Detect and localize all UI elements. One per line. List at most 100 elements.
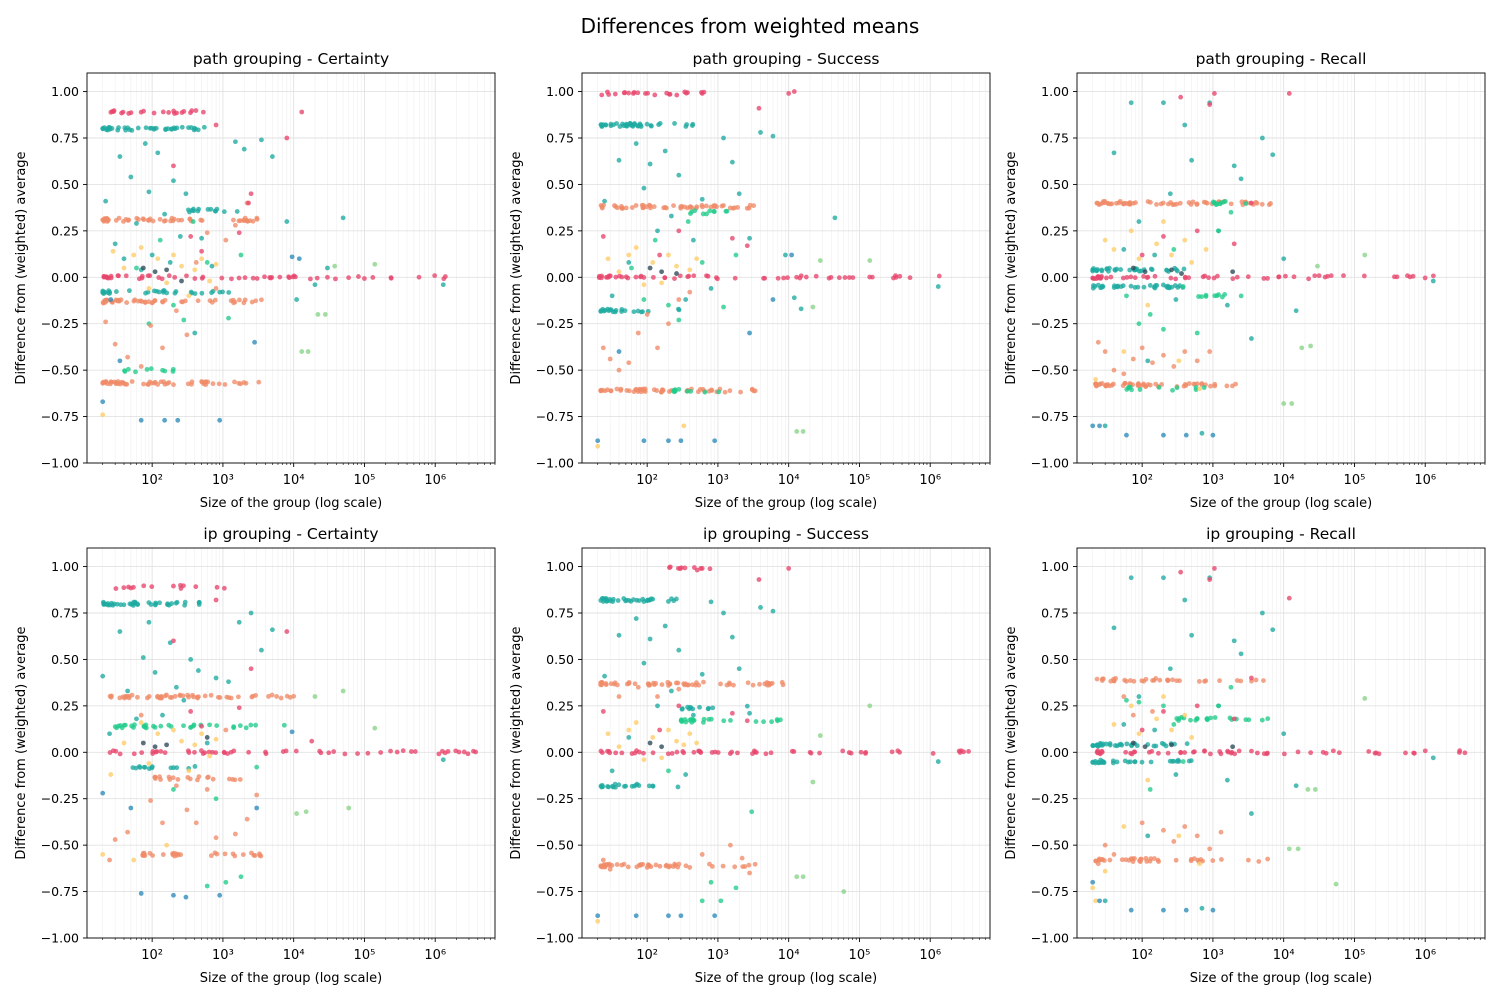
data-point — [1145, 833, 1151, 839]
data-point — [121, 265, 127, 271]
data-point — [122, 125, 128, 131]
data-point — [1147, 787, 1153, 792]
data-point — [1103, 383, 1108, 389]
data-point — [659, 744, 665, 750]
data-point — [1336, 750, 1342, 756]
data-point — [142, 764, 148, 770]
data-point — [453, 748, 459, 754]
grid — [582, 73, 991, 464]
data-point — [654, 388, 660, 393]
data-point — [600, 709, 606, 714]
y-tick-label: 0.00 — [546, 270, 574, 285]
data-point — [1204, 716, 1210, 721]
data-point — [836, 275, 842, 281]
data-point — [1197, 386, 1203, 392]
data-point — [152, 744, 158, 750]
data-point — [256, 379, 262, 385]
data-point — [133, 765, 139, 771]
y-tick-label: 0.00 — [51, 270, 79, 285]
data-point — [179, 263, 184, 269]
plot-frame — [581, 547, 991, 939]
y-tick-label: −1.00 — [536, 456, 574, 471]
data-point — [278, 695, 284, 701]
data-point — [635, 123, 641, 129]
data-point — [1261, 276, 1267, 281]
data-point — [731, 682, 736, 688]
y-tick-label: 0.25 — [1041, 223, 1069, 238]
data-point — [105, 381, 110, 387]
data-point — [1170, 387, 1175, 393]
data-point — [1182, 712, 1188, 718]
data-point — [221, 209, 227, 215]
x-axis-label: Size of the group (log scale) — [695, 496, 877, 511]
data-point — [623, 205, 629, 211]
data-point — [1182, 275, 1188, 281]
data-point — [706, 388, 712, 394]
data-point — [690, 682, 695, 688]
data-point — [1090, 423, 1096, 429]
x-tick-label: 10² — [636, 473, 658, 488]
data-point — [694, 680, 699, 686]
data-point — [179, 738, 184, 744]
data-point — [178, 582, 183, 588]
data-point — [1176, 833, 1182, 839]
data-point — [151, 125, 157, 131]
data-point — [214, 723, 220, 729]
data-point — [1394, 274, 1400, 280]
data-point — [229, 276, 234, 282]
data-point — [598, 388, 604, 393]
data-point — [269, 627, 275, 633]
data-point — [259, 297, 264, 303]
data-point — [595, 438, 601, 444]
data-point — [1102, 842, 1108, 848]
data-point — [1306, 276, 1312, 282]
data-point — [121, 256, 127, 262]
data-point — [1150, 360, 1155, 366]
data-point — [633, 274, 639, 280]
y-tick-label: −0.50 — [1031, 838, 1069, 853]
data-point — [146, 619, 152, 625]
data-point — [655, 703, 660, 709]
data-point — [1207, 846, 1213, 852]
data-point — [1145, 302, 1151, 308]
data-point — [170, 775, 176, 781]
data-point — [1210, 432, 1216, 438]
data-point — [205, 775, 210, 780]
data-point — [1376, 751, 1382, 757]
data-point — [599, 92, 605, 98]
data-point — [631, 309, 637, 315]
data-point — [138, 417, 144, 423]
data-point — [691, 273, 697, 279]
data-point — [1156, 750, 1161, 756]
x-tick-label: 10⁶ — [919, 473, 941, 488]
data-point — [675, 680, 681, 686]
data-point — [832, 215, 838, 221]
data-point — [1161, 234, 1166, 239]
data-point — [687, 289, 693, 295]
data-point — [152, 670, 158, 675]
y-tick-label: −1.00 — [1031, 456, 1069, 471]
data-point — [622, 90, 628, 95]
data-point — [163, 127, 168, 133]
data-point — [1224, 777, 1230, 783]
data-point — [134, 601, 140, 607]
data-point — [1111, 367, 1117, 373]
data-point — [146, 299, 152, 305]
data-point — [1095, 861, 1101, 867]
data-point — [263, 749, 268, 755]
data-point — [254, 216, 260, 222]
data-point — [641, 750, 646, 756]
data-point — [107, 750, 113, 755]
data-point — [166, 774, 172, 780]
data-point — [652, 92, 658, 98]
data-point — [817, 733, 823, 738]
data-point — [1230, 744, 1236, 750]
data-point — [314, 275, 320, 281]
data-point — [613, 750, 619, 756]
y-tick-label: 0.00 — [51, 745, 79, 760]
data-point — [162, 417, 168, 423]
data-point — [1104, 741, 1109, 747]
data-point — [1286, 595, 1292, 601]
data-point — [253, 722, 259, 728]
